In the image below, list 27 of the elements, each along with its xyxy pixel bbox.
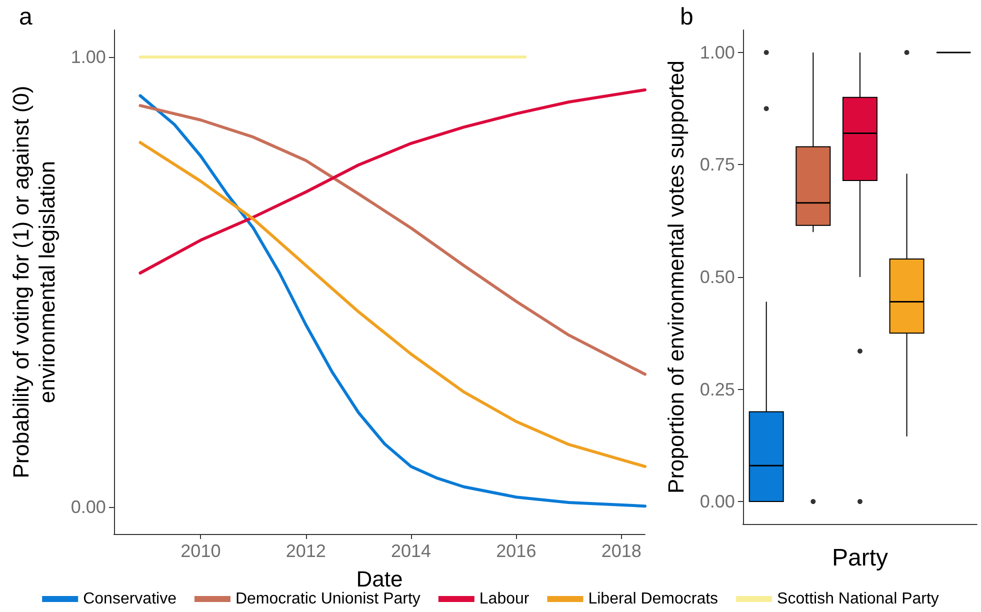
x-axis-title: Party: [832, 544, 888, 572]
y-tick-label: 1.00: [70, 47, 106, 67]
y-tick-label: 0.75: [700, 154, 735, 175]
legend-label: Liberal Democrats: [588, 590, 718, 608]
x-tick-label: 2014: [390, 541, 432, 561]
line-series: [138, 104, 646, 376]
legend-label: Scottish National Party: [777, 590, 939, 608]
legend-label: Labour: [479, 590, 530, 608]
legend-label: Conservative: [83, 590, 177, 608]
y-axis-title: Proportion of environmental votes supported: [664, 60, 688, 494]
y-tick-label: 0.25: [700, 379, 735, 400]
x-tick-label: 2010: [180, 541, 221, 561]
y-tick-label: 0.00: [70, 497, 106, 517]
x-tick-label: 2012: [286, 541, 326, 561]
x-tick-label: 2016: [496, 541, 536, 561]
chart-title: a: [19, 4, 33, 30]
line-series: [138, 88, 646, 274]
x-tick-label: 2018: [601, 541, 642, 561]
line-series: [138, 141, 646, 468]
legend-label: Democratic Unionist Party: [235, 590, 420, 608]
chart-title: b: [680, 4, 694, 30]
y-tick-label: 0.50: [700, 267, 735, 287]
line-series: [138, 94, 646, 508]
y-tick-label: 0.00: [700, 492, 735, 512]
x-axis-title: Date: [356, 566, 403, 592]
y-axis-title: Probability of voting for (1) or against (0) environmental legislation: [8, 86, 60, 478]
y-tick-label: 1.00: [700, 42, 735, 62]
